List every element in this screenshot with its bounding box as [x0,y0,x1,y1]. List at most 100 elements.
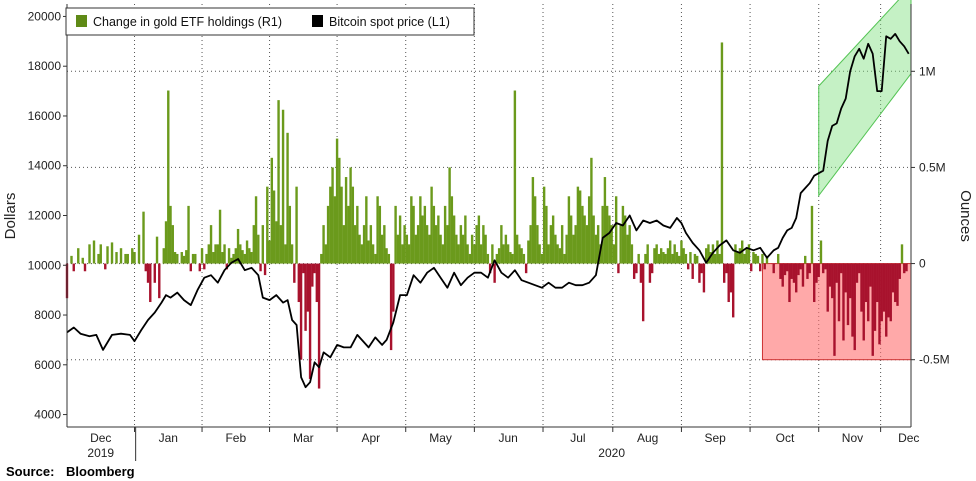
gold-etf-bar [896,263,899,306]
gold-etf-bar [311,263,314,287]
gold-etf-bar [180,252,183,264]
gold-etf-bar [871,263,874,356]
gold-etf-bar [239,244,242,264]
gold-etf-bar [259,263,262,272]
gold-etf-bar [853,263,856,351]
month-label: Aug [637,431,658,445]
y-axis-left-title: Dollars [2,193,19,240]
gold-etf-bar [473,244,476,264]
gold-etf-bar [486,253,490,264]
gold-etf-bar [585,225,589,264]
gold-etf-bar [407,244,411,264]
gold-etf-bar [849,263,852,299]
gold-etf-bar [495,253,499,264]
gold-etf-bar [702,263,706,293]
gold-etf-bar [124,253,127,264]
gold-etf-bar [236,228,240,264]
gold-etf-bar [241,250,244,264]
gold-etf-bar [405,234,409,264]
right-tick-label: 0.5M [919,160,946,174]
month-label: May [429,431,452,445]
gold-etf-bar [470,234,474,264]
gold-etf-bar [756,255,760,264]
gold-etf-bar [682,248,685,264]
gold-etf-bar [234,248,237,264]
gold-etf-bar [367,240,370,264]
gold-etf-bar [459,225,463,264]
gold-etf-bar [646,244,649,264]
gold-etf-bar [686,263,690,270]
gold-etf-bar [428,234,431,264]
gold-etf-bar [362,225,366,264]
legend: Change in gold ETF holdings (R1) Bitcoin… [65,7,475,36]
left-tick-label: 8000 [34,308,61,322]
gold-etf-bar [189,263,192,272]
gold-etf-bar [572,234,575,264]
gold-etf-bar [333,196,337,264]
gold-etf-bar [858,263,861,274]
gold-etf-bar [520,248,523,264]
gold-etf-bar [869,263,872,287]
gold-etf-bar [531,177,535,264]
gold-etf-bar [162,248,165,264]
gold-etf-bar [223,244,226,264]
gold-etf-bar [340,186,343,264]
gold-etf-bar [898,263,901,279]
gold-etf-bar [351,186,355,264]
gold-etf-bar [734,244,737,264]
month-label: Jan [159,431,178,445]
gold-etf-bar [518,244,521,264]
right-axis-ticks: -0.5M 0 0.5M 1M [911,64,950,367]
gold-etf-bar [891,263,895,293]
gold-etf-bar [284,244,287,264]
gold-etf-bar [718,253,721,264]
gold-etf-bar [331,167,334,264]
gold-etf-bar [551,215,555,264]
gold-etf-bar [675,252,679,264]
year-label: 2019 [87,446,114,460]
gold-etf-bar [808,263,811,274]
gold-etf-bar [632,263,636,279]
gold-etf-bar [218,209,222,264]
gold-etf-bar [833,263,836,356]
legend-swatch-gold [76,15,87,27]
gold-etf-bar [887,263,890,318]
gold-etf-bar [257,234,260,264]
gold-etf-bar [443,205,447,264]
gold-etf-bar [304,263,307,331]
gold-etf-bar [903,263,906,274]
gold-etf-bar [720,42,724,264]
gold-etf-bar [813,263,816,303]
gold-etf-bar [882,263,886,312]
gold-etf-bar [822,263,825,274]
gold-etf-bar [342,225,346,264]
gold-etf-bar [880,263,883,322]
gold-etf-bar [513,90,517,264]
gold-etf-bar [450,196,454,264]
month-label: Dec [898,431,919,445]
gold-etf-bar [668,240,672,264]
gold-etf-bar [840,263,843,274]
gold-etf-bar [389,263,393,351]
gold-etf-bar [783,263,787,276]
left-tick-label: 18000 [28,59,62,73]
month-label: Jun [498,431,517,445]
gold-etf-bar [736,252,739,264]
gold-etf-bar [302,263,305,274]
gold-etf-bar [398,215,402,264]
gold-etf-bar [621,205,625,264]
gold-etf-bar [392,263,395,312]
bitcoin-line-group [66,33,910,389]
gold-etf-bar [272,190,276,264]
month-label: Sep [705,431,727,445]
gold-etf-bar [693,253,697,264]
gold-etf-bar [797,263,800,276]
gold-etf-bar [99,244,102,264]
gold-etf-bar [484,234,487,264]
gold-etf-bar [493,263,496,283]
gold-etf-bar [601,205,604,264]
gold-etf-bar [374,253,377,264]
gold-etf-bar [252,225,256,264]
gold-etf-bar [639,263,643,283]
gold-etf-bar [619,225,622,264]
